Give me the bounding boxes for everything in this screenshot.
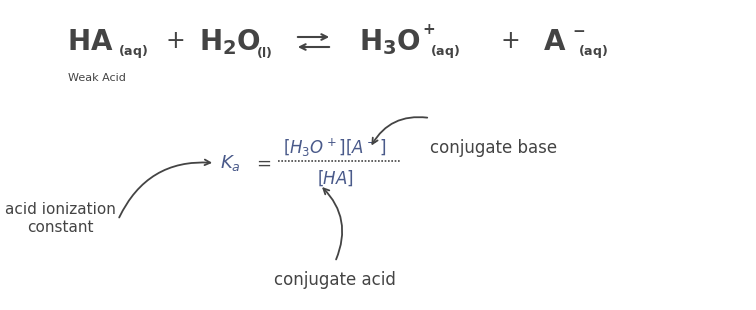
Text: $[HA]$: $[HA]$ [317, 168, 354, 188]
Text: $\mathbf{(l)}$: $\mathbf{(l)}$ [256, 45, 273, 60]
Text: $\mathbf{(aq)}$: $\mathbf{(aq)}$ [430, 43, 460, 60]
Text: $+$: $+$ [500, 30, 519, 54]
Text: $[H_3O^+][A^-]$: $[H_3O^+][A^-]$ [284, 137, 387, 159]
Text: $=$: $=$ [253, 154, 271, 172]
Text: Weak Acid: Weak Acid [68, 73, 126, 83]
Text: $\mathbf{(aq)}$: $\mathbf{(aq)}$ [578, 43, 608, 60]
Text: $K_a$: $K_a$ [220, 153, 240, 173]
Text: conjugate base: conjugate base [430, 139, 557, 157]
Text: $\mathbf{A}$: $\mathbf{A}$ [544, 29, 567, 55]
Text: $+$: $+$ [166, 30, 184, 54]
Text: $\mathbf{H_3O}$: $\mathbf{H_3O}$ [359, 27, 421, 57]
Text: constant: constant [26, 220, 93, 236]
Text: $\mathbf{HA}$: $\mathbf{HA}$ [67, 29, 113, 55]
Text: $\mathbf{+}$: $\mathbf{+}$ [422, 23, 435, 37]
Text: $\mathbf{H_2O}$: $\mathbf{H_2O}$ [199, 27, 261, 57]
Text: $\mathbf{(aq)}$: $\mathbf{(aq)}$ [118, 43, 148, 60]
Text: conjugate acid: conjugate acid [274, 271, 396, 289]
Text: $\mathbf{-}$: $\mathbf{-}$ [572, 23, 585, 37]
Text: acid ionization: acid ionization [5, 202, 116, 218]
